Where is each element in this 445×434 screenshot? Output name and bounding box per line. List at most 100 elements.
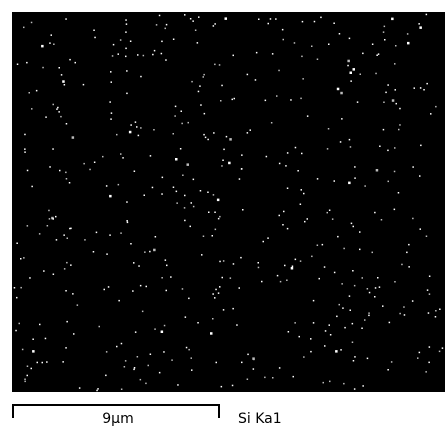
signal-dot bbox=[140, 76, 142, 78]
signal-dot bbox=[389, 322, 391, 324]
signal-dot bbox=[58, 111, 60, 113]
signal-dot bbox=[383, 31, 385, 33]
signal-dot bbox=[391, 18, 394, 21]
signal-dot bbox=[166, 290, 168, 292]
signal-dot bbox=[353, 226, 355, 228]
signal-dot bbox=[48, 210, 50, 212]
signal-dot bbox=[327, 148, 329, 150]
signal-dot bbox=[185, 316, 187, 318]
signal-dot bbox=[226, 136, 228, 138]
signal-dot bbox=[282, 29, 284, 31]
signal-dot bbox=[27, 366, 29, 368]
signal-dot bbox=[176, 202, 178, 204]
signal-dot bbox=[66, 262, 68, 264]
signal-dot bbox=[154, 328, 156, 330]
signal-dot bbox=[184, 195, 186, 197]
signal-dot bbox=[283, 211, 285, 213]
signal-dot bbox=[135, 331, 137, 333]
signal-dot bbox=[247, 354, 249, 356]
signal-dot bbox=[210, 332, 213, 335]
signal-dot bbox=[367, 358, 369, 360]
signal-dot bbox=[161, 277, 163, 279]
signal-dot bbox=[426, 83, 428, 85]
signal-dot bbox=[161, 53, 163, 55]
signal-dot bbox=[317, 245, 319, 247]
signal-dot bbox=[327, 212, 329, 214]
signal-dot bbox=[258, 262, 260, 264]
signal-dot bbox=[351, 223, 353, 225]
signal-dot bbox=[24, 151, 26, 153]
signal-dot bbox=[294, 42, 296, 44]
signal-dot bbox=[197, 42, 199, 44]
signal-dot bbox=[199, 85, 201, 87]
signal-dot bbox=[41, 45, 44, 48]
signal-dot bbox=[250, 129, 252, 131]
signal-dot bbox=[215, 229, 217, 231]
signal-dot bbox=[288, 331, 290, 333]
signal-dot bbox=[23, 27, 25, 29]
signal-dot bbox=[357, 101, 359, 103]
signal-dot bbox=[241, 154, 243, 156]
signal-dot bbox=[293, 376, 295, 378]
signal-dot bbox=[113, 44, 115, 46]
signal-dot bbox=[350, 146, 352, 148]
signal-dot bbox=[287, 228, 289, 230]
signal-dot bbox=[344, 327, 346, 329]
signal-dot bbox=[24, 379, 26, 381]
signal-dot bbox=[265, 100, 267, 102]
signal-dot bbox=[203, 76, 205, 78]
signal-dot bbox=[136, 126, 138, 128]
signal-dot bbox=[187, 163, 190, 166]
signal-dot bbox=[234, 98, 236, 100]
signal-dot bbox=[307, 115, 309, 117]
signal-dot bbox=[122, 157, 124, 159]
signal-dot bbox=[182, 288, 184, 290]
signal-dot bbox=[426, 14, 428, 16]
signal-dot bbox=[165, 28, 167, 30]
signal-dot bbox=[163, 351, 165, 353]
signal-dot bbox=[279, 163, 281, 165]
signal-dot bbox=[304, 221, 306, 223]
signal-dot bbox=[341, 283, 343, 285]
signal-dot bbox=[236, 324, 238, 326]
signal-dot bbox=[65, 172, 67, 174]
signal-dot bbox=[17, 64, 19, 66]
signal-dot bbox=[150, 155, 152, 157]
signal-dot bbox=[39, 324, 41, 326]
signal-dot bbox=[200, 104, 202, 106]
signal-dot bbox=[374, 296, 376, 298]
signal-dot bbox=[359, 231, 361, 233]
signal-dot bbox=[204, 113, 206, 115]
signal-dot bbox=[314, 21, 316, 23]
signal-dot bbox=[271, 122, 273, 124]
signal-dot bbox=[118, 53, 120, 55]
signal-dot bbox=[399, 313, 401, 315]
signal-dot bbox=[144, 195, 146, 197]
signal-dot bbox=[72, 293, 74, 295]
signal-dot bbox=[200, 190, 202, 192]
signal-dot bbox=[350, 80, 352, 82]
signal-dot bbox=[153, 129, 155, 131]
signal-dot bbox=[198, 16, 200, 18]
signal-dot bbox=[181, 111, 183, 113]
signal-dot bbox=[233, 263, 235, 265]
signal-dot bbox=[175, 106, 177, 108]
signal-dot bbox=[354, 285, 356, 287]
signal-dot bbox=[303, 356, 305, 358]
signal-dot bbox=[27, 375, 29, 377]
signal-dot bbox=[121, 389, 123, 391]
signal-dot bbox=[228, 162, 231, 165]
signal-dot bbox=[66, 123, 68, 125]
signal-dot bbox=[57, 107, 59, 109]
signal-dot bbox=[181, 123, 183, 125]
signal-dot bbox=[97, 388, 99, 390]
signal-dot bbox=[268, 23, 270, 25]
signal-dot bbox=[241, 362, 243, 364]
signal-dot bbox=[221, 85, 223, 87]
signal-dot bbox=[425, 371, 427, 373]
signal-dot bbox=[153, 249, 156, 252]
signal-dot bbox=[134, 171, 136, 173]
signal-dot bbox=[201, 254, 203, 256]
signal-dot bbox=[73, 333, 75, 335]
signal-dot bbox=[419, 175, 421, 177]
